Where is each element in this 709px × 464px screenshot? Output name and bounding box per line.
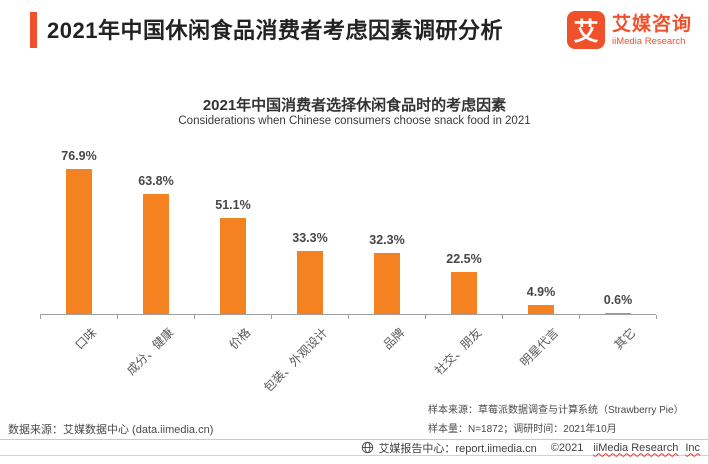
bar-明星代言 <box>528 305 554 314</box>
bar-社交、朋友 <box>451 272 477 314</box>
title-accent-bar <box>30 12 37 48</box>
plot-area: 76.9% 口味 63.8% 成分、健康 51.1% 价格 33.3% 包装、外观设计 32.3… <box>40 140 657 395</box>
company-suffix: Inc <box>685 441 700 454</box>
logo-name-en: iiMedia Research <box>611 35 686 47</box>
data-source-note: 数据来源：艾媒数据中心 (data.iimedia.cn) <box>8 424 214 436</box>
category-label: 其它 <box>611 325 639 353</box>
x-axis-tick <box>40 315 41 319</box>
category-label: 包装、外观设计 <box>261 325 331 395</box>
category-label: 成分、健康 <box>123 325 177 378</box>
bar-value-label: 51.1% <box>215 198 251 212</box>
x-axis-tick <box>425 315 426 319</box>
page-title: 2021年中国休闲食品消费者考虑因素调研分析 <box>47 18 503 43</box>
category-label: 明星代言 <box>517 325 562 370</box>
copyright-text: ©2021 <box>550 441 584 454</box>
globe-icon <box>361 441 374 454</box>
sample-size-note: 样本量：N=1872；调研时间：2021年10月 <box>428 424 617 435</box>
bar-value-label: 4.9% <box>526 285 556 299</box>
x-axis-tick <box>117 315 118 319</box>
x-axis-tick <box>194 315 195 319</box>
report-center-link: 艾媒报告中心：report.iimedia.cn <box>378 442 537 455</box>
bar-价格 <box>220 218 246 314</box>
footer-bar: 艾媒报告中心：report.iimedia.cn ©2021 iiMedia R… <box>0 439 708 456</box>
iimedia-logo: 艾 艾媒咨询 iiMedia Research <box>566 11 692 49</box>
iimedia-logo-icon: 艾 <box>566 11 605 49</box>
category-label: 口味 <box>72 325 100 353</box>
logo-text: 艾媒咨询 iiMedia Research <box>612 14 692 47</box>
bar-value-label: 63.8% <box>138 174 174 188</box>
chart-subtitle: Considerations when Chinese consumers ch… <box>178 115 531 127</box>
bar-口味 <box>66 169 92 314</box>
x-axis-tick <box>656 315 657 319</box>
category-label: 社交、朋友 <box>431 325 485 378</box>
company-name: iiMedia Research <box>593 441 679 454</box>
category-label: 价格 <box>226 325 254 353</box>
bar-value-label: 22.5% <box>446 252 482 266</box>
x-axis-tick <box>271 315 272 319</box>
bar-value-label: 76.9% <box>61 149 97 163</box>
bar-其它 <box>605 313 631 314</box>
x-axis-tick <box>579 315 580 319</box>
bar-成分、健康 <box>143 194 169 314</box>
logo-name-cn: 艾媒咨询 <box>611 13 692 35</box>
x-axis-tick <box>502 315 503 319</box>
chart-title: 2021年中国消费者选择休闲食品时的考虑因素 <box>202 97 507 114</box>
bar-value-label: 0.6% <box>603 293 633 307</box>
x-axis-tick <box>348 315 349 319</box>
bar-value-label: 33.3% <box>292 231 328 245</box>
bar-品牌 <box>374 253 400 314</box>
bar-包装、外观设计 <box>297 251 323 314</box>
sample-notes: 样本来源：草莓派数据调查与计算系统（Strawberry Pie） 样本量：N=… <box>428 401 684 439</box>
bar-value-label: 32.3% <box>369 233 405 247</box>
x-axis-line <box>40 314 656 315</box>
category-label: 品牌 <box>380 325 408 353</box>
sample-source-note: 样本来源：草莓派数据调查与计算系统（Strawberry Pie） <box>428 405 684 416</box>
